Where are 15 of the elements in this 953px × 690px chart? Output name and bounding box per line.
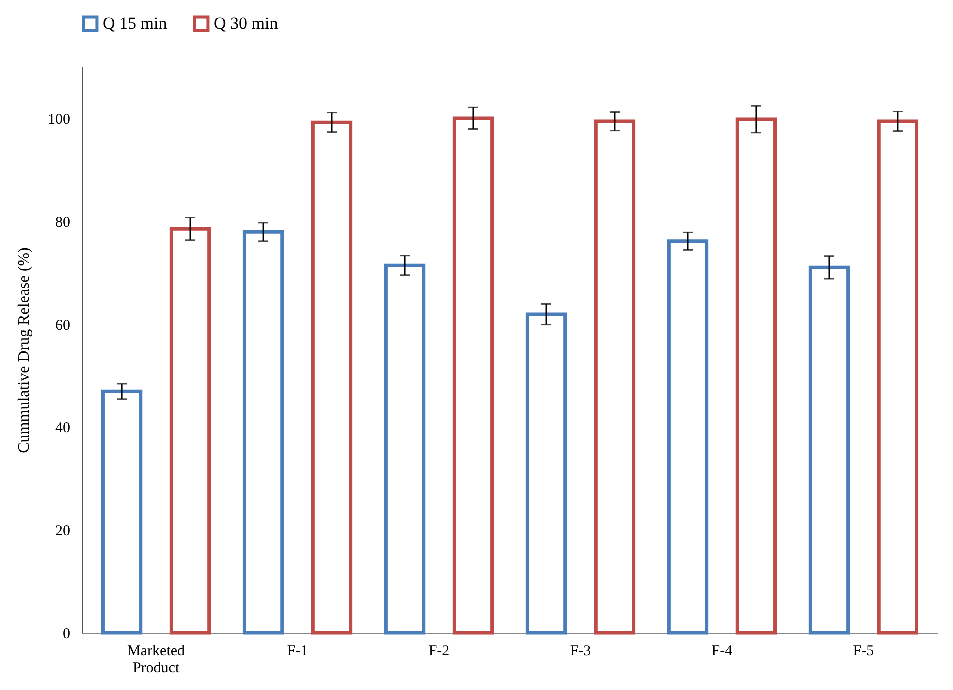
x-tick-label: F-3 <box>570 644 592 660</box>
y-tick-label: 0 <box>63 626 70 642</box>
y-tick-label: 40 <box>56 420 70 437</box>
y-tick-label: 100 <box>48 112 70 128</box>
x-tick-label: F-2 <box>428 644 450 660</box>
x-tick-label: F-1 <box>287 644 308 660</box>
legend-label: Q 15 min <box>103 14 168 33</box>
y-tick-label: 60 <box>56 318 70 334</box>
y-tick-label: 20 <box>56 524 70 540</box>
x-tick-label: F-5 <box>853 644 874 660</box>
x-tick-label: Marketed Product <box>128 644 186 676</box>
legend-label: Q 30 min <box>214 14 279 33</box>
y-tick-label: 80 <box>56 214 70 231</box>
x-tick-label: F-4 <box>712 644 734 660</box>
y-axis-title: Cummulative Drug Release (%) <box>16 248 33 454</box>
